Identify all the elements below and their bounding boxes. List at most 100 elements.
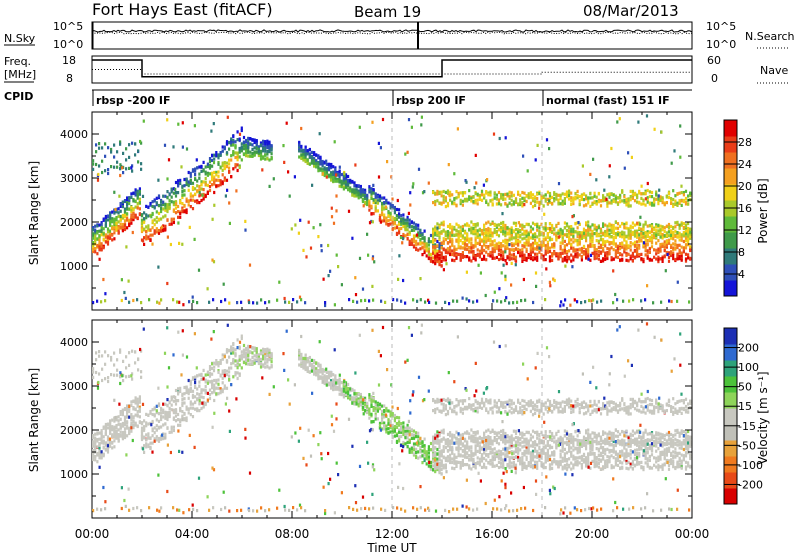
velocity-cell-631 <box>224 387 226 390</box>
power-cell-1581 <box>441 194 443 197</box>
power-cell-3804 <box>558 235 560 238</box>
colorbar-swatch-9 <box>724 136 737 153</box>
power-cell-3844 <box>157 179 159 182</box>
velocity-cell-581 <box>211 383 213 386</box>
velocity-cell-419 <box>173 429 175 432</box>
power-cell-2715 <box>583 252 585 255</box>
power-cell-559 <box>207 174 209 177</box>
power-cell-473 <box>186 200 188 203</box>
power-cell-2731 <box>585 236 587 239</box>
power-cell-3777 <box>511 244 513 247</box>
velocity-cell-399 <box>169 407 171 410</box>
velocity-cell-431 <box>175 402 177 405</box>
power-cell-3424 <box>672 246 674 249</box>
power-cell-308 <box>147 235 149 238</box>
power-cell-661 <box>230 154 232 157</box>
power-cell-412 <box>171 188 173 191</box>
power-cell-3420 <box>670 202 672 205</box>
velocity-cell-732 <box>247 363 249 366</box>
power-cell-1657 <box>451 259 453 262</box>
power-cell-2945 <box>613 248 615 251</box>
velocity-cell-547 <box>203 405 205 408</box>
velocity-cell-318 <box>149 410 151 413</box>
power-cell-3556 <box>687 203 689 206</box>
colorbar-swatch-1 <box>724 264 737 281</box>
power-cell-2071 <box>502 221 504 224</box>
power-cell-3705 <box>508 243 510 246</box>
power-cell-3855 <box>366 233 368 236</box>
power-cell-3607 <box>564 265 566 268</box>
power-cell-329 <box>152 219 154 222</box>
power-cell-1877 <box>479 234 481 237</box>
power-cell-3905 <box>192 300 194 303</box>
power-cell-2247 <box>523 192 525 195</box>
power-cell-223 <box>130 218 132 221</box>
power-cell-2543 <box>562 258 564 261</box>
power-cell-1599 <box>443 190 445 193</box>
power-cell-2647 <box>574 239 576 242</box>
power-cell-3328 <box>659 225 661 228</box>
power-cell-2089 <box>504 227 506 230</box>
power-cell-2163 <box>515 236 517 239</box>
power-cell-1731 <box>460 226 462 229</box>
velocity-cell-58 <box>101 456 103 459</box>
power-cell-3716 <box>483 184 485 187</box>
power-cell-546 <box>203 188 205 191</box>
power-cell-2094 <box>504 193 506 196</box>
power-cell-1298 <box>407 228 409 231</box>
power-cell-2481 <box>553 228 555 231</box>
power-cell-2399 <box>543 195 545 198</box>
power-cell-2228 <box>521 204 523 207</box>
power-cell-2809 <box>596 239 598 242</box>
velocity-cell-542 <box>203 377 205 380</box>
power-cell-237 <box>132 199 134 202</box>
power-cell-2830 <box>598 246 600 249</box>
power-cell-2462 <box>551 224 553 227</box>
power-cell-2290 <box>530 252 532 255</box>
nave-tick-top: 60 <box>707 54 721 67</box>
power-cell-2560 <box>564 244 566 247</box>
velocity-cell-408 <box>171 408 173 411</box>
power-cell-1549 <box>436 190 438 193</box>
velocity-cell-223 <box>130 426 132 429</box>
power-cell-3110 <box>632 231 634 234</box>
power-cell-3516 <box>683 231 685 234</box>
power-cell-3829 <box>199 191 201 194</box>
power-cell-1456 <box>98 142 100 145</box>
power-cell-1985 <box>492 232 494 235</box>
velocity-cell-35 <box>96 452 98 455</box>
power-cell-3023 <box>621 222 623 225</box>
power-cell-1178 <box>377 196 379 199</box>
power-cell-2221 <box>521 257 523 260</box>
power-cell-3637 <box>186 147 188 150</box>
power-cell-969 <box>328 174 330 177</box>
nsearch-line <box>92 32 692 34</box>
power-cell-2684 <box>579 231 581 234</box>
velocity-cell-809 <box>264 355 266 358</box>
power-cell-1712 <box>458 241 460 244</box>
power-cell-1451 <box>92 159 94 162</box>
velocity-cell-460 <box>183 386 185 389</box>
power-cell-178 <box>122 229 124 232</box>
power-cell-3520 <box>683 199 685 202</box>
power-cell-700 <box>239 147 241 150</box>
power-cell-3698 <box>300 127 302 130</box>
nave-label: Nave <box>760 64 788 77</box>
power-cell-119 <box>111 227 113 230</box>
power-cell-1487 <box>128 156 130 159</box>
power-cell-1439 <box>438 245 440 248</box>
power-cell-1458 <box>101 146 103 149</box>
power-cell-2435 <box>549 247 551 250</box>
velocity-cell-645 <box>226 348 228 351</box>
power-cell-1358 <box>419 234 421 237</box>
power-cell-32 <box>96 252 98 255</box>
power-cell-2610 <box>570 247 572 250</box>
power-cell-1784 <box>466 224 468 227</box>
power-cell-3059 <box>625 235 627 238</box>
power-cell-1816 <box>470 231 472 234</box>
power-cell-690 <box>237 158 239 161</box>
power-cell-570 <box>209 160 211 163</box>
velocity-cell-848 <box>300 361 302 364</box>
power-cell-1007 <box>336 180 338 183</box>
